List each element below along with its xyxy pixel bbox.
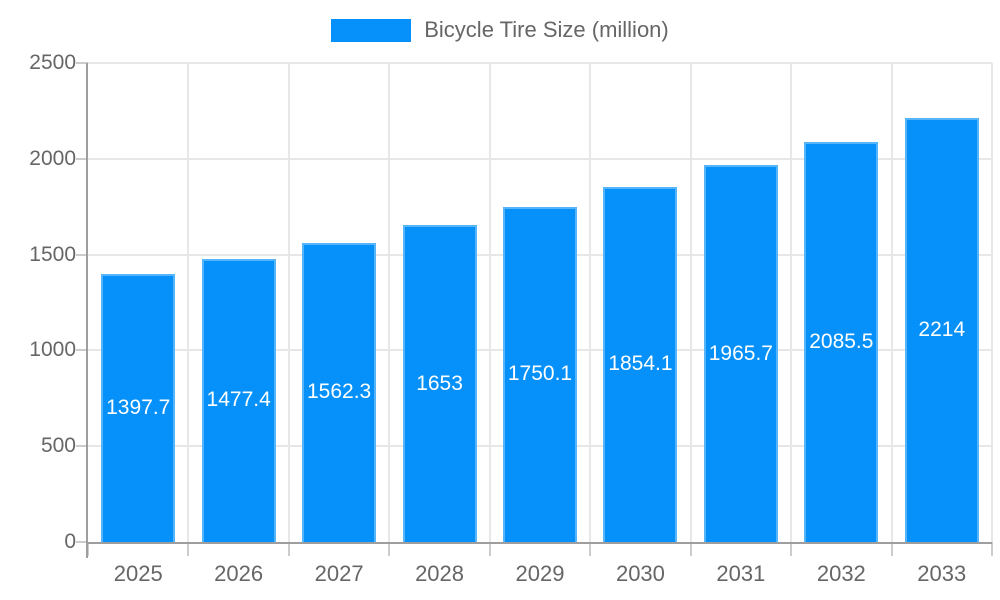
v-gridline [689, 63, 692, 542]
x-axis-line [86, 542, 992, 544]
bar[interactable] [603, 186, 678, 542]
y-axis-tick-label: 0 [64, 530, 76, 553]
y-tick-mark [76, 541, 88, 543]
plot-area: 1397.7 1477.4 1562.3 1653 1750.1 1854.1 1965.7… [29, 51, 993, 586]
x-axis-tick-label: 2026 [214, 561, 264, 586]
y-tick-mark [76, 253, 88, 256]
legend-swatch-icon [331, 18, 412, 42]
y-axis-tick-label: 1000 [29, 338, 76, 362]
y-axis-tick-label: 1500 [29, 242, 76, 266]
x-tick-mark [287, 542, 290, 556]
x-tick-mark [890, 542, 893, 556]
x-axis-tick-label: 2027 [314, 561, 364, 586]
x-tick-mark [991, 542, 993, 556]
h-gridline [88, 62, 992, 64]
x-axis-tick-label: 2030 [615, 561, 665, 586]
legend-label: Bicycle Tire Size (million) [424, 17, 669, 42]
y-axis-tick-label: 2000 [29, 146, 76, 170]
v-gridline [187, 63, 190, 542]
x-axis-tick-label: 2033 [917, 561, 967, 586]
bar[interactable] [302, 242, 377, 542]
y-tick-mark [76, 445, 88, 448]
v-gridline [991, 63, 993, 542]
v-gridline [488, 63, 491, 542]
v-gridline [388, 63, 391, 542]
bar[interactable] [101, 274, 176, 542]
x-axis-tick-label: 2025 [113, 561, 163, 586]
x-tick-mark [488, 542, 491, 556]
bar[interactable] [201, 258, 276, 542]
h-gridline [88, 157, 992, 160]
v-gridline [790, 63, 793, 542]
bar[interactable] [402, 225, 477, 542]
y-axis-tick-label: 2500 [29, 51, 76, 74]
x-tick-mark [187, 542, 190, 556]
y-axis-line [86, 63, 88, 558]
x-tick-mark [689, 542, 692, 556]
v-gridline [890, 63, 893, 542]
x-tick-mark [790, 542, 793, 556]
y-tick-mark [76, 157, 88, 160]
y-tick-mark [76, 349, 88, 352]
bar[interactable] [804, 142, 879, 542]
x-tick-mark [388, 542, 391, 556]
x-axis-tick-label: 2031 [716, 561, 766, 586]
bar[interactable] [703, 165, 778, 542]
bar[interactable] [904, 117, 979, 542]
y-axis-tick-label: 500 [40, 434, 76, 458]
x-tick-mark [87, 542, 89, 556]
x-axis-tick-label: 2029 [515, 561, 565, 586]
x-axis-tick-label: 2032 [816, 561, 866, 586]
bar[interactable] [503, 206, 577, 542]
y-tick-mark [76, 62, 88, 64]
legend-item[interactable]: Bicycle Tire Size (million) [0, 17, 1000, 42]
x-axis-tick-label: 2028 [415, 561, 465, 586]
v-gridline [589, 63, 592, 542]
v-gridline [287, 63, 290, 542]
x-tick-mark [589, 542, 592, 556]
